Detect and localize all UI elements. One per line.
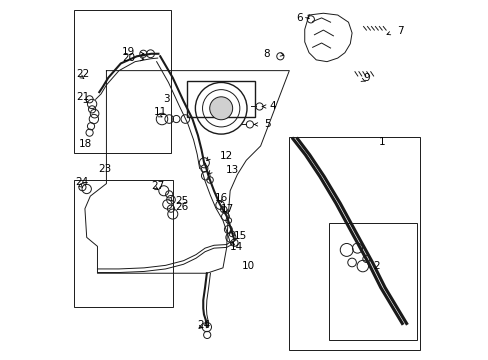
Text: 13: 13 [225, 165, 239, 175]
Text: 27: 27 [151, 181, 164, 192]
Bar [289, 137, 419, 350]
Text: 3: 3 [163, 94, 169, 104]
Text: 4: 4 [269, 101, 276, 111]
Text: 18: 18 [79, 139, 92, 149]
Text: 20: 20 [122, 53, 135, 63]
Circle shape [209, 97, 232, 120]
Text: 6: 6 [296, 13, 303, 23]
Text: 14: 14 [230, 242, 243, 252]
Text: 7: 7 [396, 26, 403, 36]
Text: 8: 8 [263, 49, 269, 59]
Text: 9: 9 [363, 73, 369, 83]
Text: 21: 21 [76, 92, 89, 102]
Bar [328, 223, 416, 339]
Text: 19: 19 [122, 46, 135, 57]
Text: 12: 12 [220, 150, 233, 161]
Bar [74, 10, 171, 153]
Text: 15: 15 [233, 231, 246, 240]
Text: 24: 24 [197, 320, 210, 330]
Text: 23: 23 [98, 163, 111, 174]
Text: 16: 16 [215, 193, 228, 203]
Text: 2: 2 [373, 261, 380, 271]
Text: 1: 1 [378, 138, 385, 147]
Text: 22: 22 [76, 69, 89, 79]
Text: 11: 11 [154, 107, 167, 117]
Bar [187, 81, 255, 117]
Text: 17: 17 [221, 204, 234, 214]
Text: 5: 5 [264, 119, 270, 129]
Text: 10: 10 [241, 261, 254, 271]
Text: 25: 25 [175, 196, 188, 206]
Text: 24: 24 [75, 177, 88, 187]
Text: 26: 26 [175, 202, 188, 212]
Bar [74, 180, 172, 307]
